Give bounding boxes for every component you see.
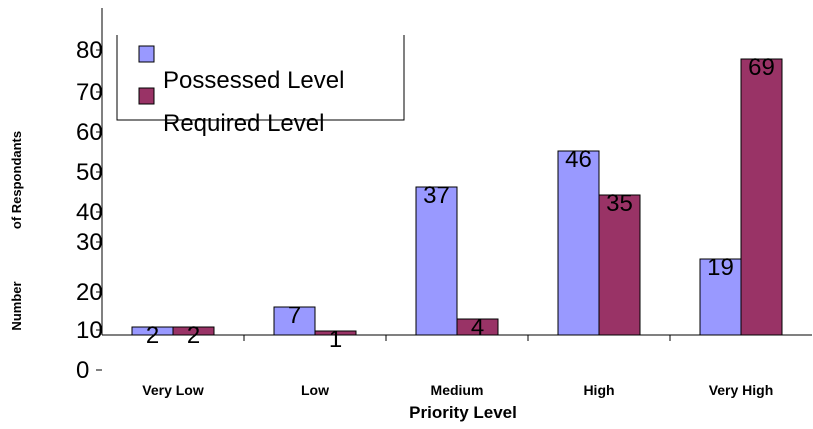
bar-required — [740, 58, 783, 336]
legend-swatch-required — [138, 87, 155, 105]
data-label-possessed: 7 — [288, 302, 301, 329]
data-label-required: 35 — [606, 190, 633, 217]
data-label-required: 1 — [329, 326, 342, 353]
x-tick-marks — [243, 335, 671, 341]
bar-possessed — [557, 150, 600, 336]
bar-possessed — [415, 186, 458, 336]
data-label-possessed: 19 — [707, 254, 734, 281]
data-label-possessed: 46 — [565, 146, 592, 173]
bars — [131, 58, 783, 336]
category-label: Very Low — [142, 382, 204, 398]
legend: Possessed Level Required Level — [116, 35, 405, 137]
bar-required — [598, 194, 641, 336]
category-labels: Very Low Low Medium High Very High — [142, 382, 773, 398]
bar-possessed — [273, 306, 316, 336]
y-tick-label: 0 — [76, 357, 89, 384]
legend-label-possessed: Possessed Level — [163, 67, 344, 94]
y-axis-title-part2: of Respondants — [9, 131, 24, 229]
x-axis-title: Priority Level — [409, 403, 517, 422]
category-label: High — [583, 382, 614, 398]
bar-required — [172, 326, 215, 336]
bar-required — [456, 318, 499, 336]
data-label-required: 2 — [187, 322, 200, 349]
bar-required — [314, 330, 357, 336]
data-label-required: 69 — [748, 54, 775, 81]
legend-label-required: Required Level — [163, 110, 324, 137]
category-label: Medium — [431, 382, 484, 398]
data-label-possessed: 37 — [423, 182, 450, 209]
data-label-possessed: 2 — [146, 322, 159, 349]
category-label: Very High — [709, 382, 774, 398]
data-label-required: 4 — [471, 314, 484, 341]
y-axis-title-part1: Number — [9, 281, 24, 330]
data-labels: 2 2 7 1 37 4 46 35 19 69 — [146, 54, 775, 353]
category-label: Low — [301, 382, 329, 398]
legend-frame — [116, 35, 405, 121]
bar-possessed — [699, 258, 742, 336]
legend-swatch-possessed — [138, 45, 155, 63]
